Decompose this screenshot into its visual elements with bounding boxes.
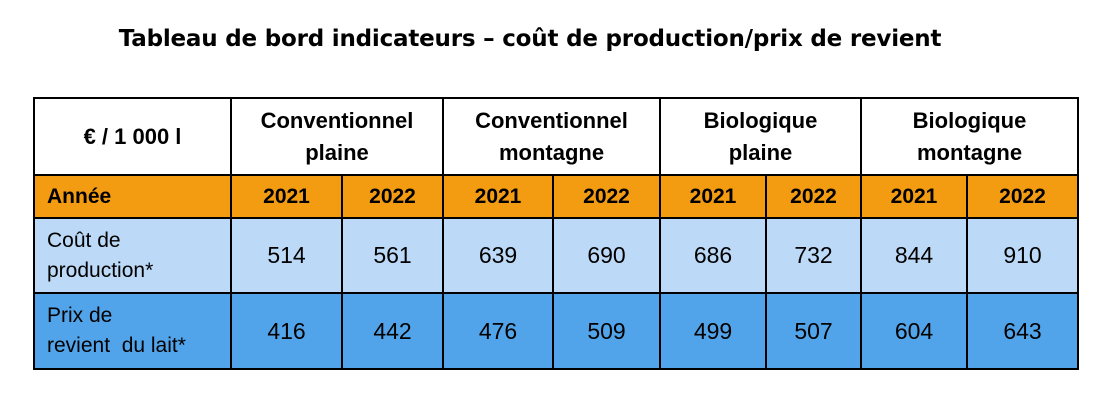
- value-cell: 639: [442, 217, 554, 294]
- value-cell: 910: [966, 217, 1079, 294]
- year-cell: 2022: [552, 174, 661, 219]
- row-label: Coût de production*: [33, 217, 232, 294]
- value-cell: 442: [341, 292, 444, 370]
- year-row: Année 2021 2022 2021 2022 2021 2022 2021…: [33, 174, 1079, 219]
- value-cell: 514: [230, 217, 343, 294]
- value-cell: 507: [765, 292, 862, 370]
- year-cell: 2022: [765, 174, 862, 219]
- value-cell: 686: [659, 217, 767, 294]
- value-cell: 476: [442, 292, 554, 370]
- indicator-table: € / 1 000 l Conventionnel plaine Conventi…: [33, 97, 1079, 370]
- value-cell: 643: [966, 292, 1079, 370]
- group-header-biologique-montagne: Biologique montagne: [860, 97, 1079, 176]
- row-label: Prix de revient du lait*: [33, 292, 232, 370]
- group-header-conventionnel-montagne: Conventionnel montagne: [442, 97, 661, 176]
- year-cell: 2022: [341, 174, 444, 219]
- value-cell: 604: [860, 292, 968, 370]
- value-cell: 844: [860, 217, 968, 294]
- group-header-biologique-plaine: Biologique plaine: [659, 97, 862, 176]
- value-cell: 561: [341, 217, 444, 294]
- group-header-conventionnel-plaine: Conventionnel plaine: [230, 97, 444, 176]
- value-cell: 509: [552, 292, 661, 370]
- year-cell: 2021: [860, 174, 968, 219]
- value-cell: 732: [765, 217, 862, 294]
- table-row-prix-revient: Prix de revient du lait* 416 442 476 509 …: [33, 292, 1079, 370]
- year-cell: 2021: [230, 174, 343, 219]
- table-row-cout-production: Coût de production* 514 561 639 690 686 7…: [33, 217, 1079, 294]
- value-cell: 416: [230, 292, 343, 370]
- value-cell: 690: [552, 217, 661, 294]
- year-cell: 2022: [966, 174, 1079, 219]
- year-cell: 2021: [659, 174, 767, 219]
- page-title: Tableau de bord indicateurs – coût de pr…: [118, 26, 942, 52]
- year-label: Année: [33, 174, 232, 219]
- header-row: € / 1 000 l Conventionnel plaine Conventi…: [33, 97, 1079, 176]
- year-cell: 2021: [442, 174, 554, 219]
- unit-header: € / 1 000 l: [33, 97, 232, 176]
- value-cell: 499: [659, 292, 767, 370]
